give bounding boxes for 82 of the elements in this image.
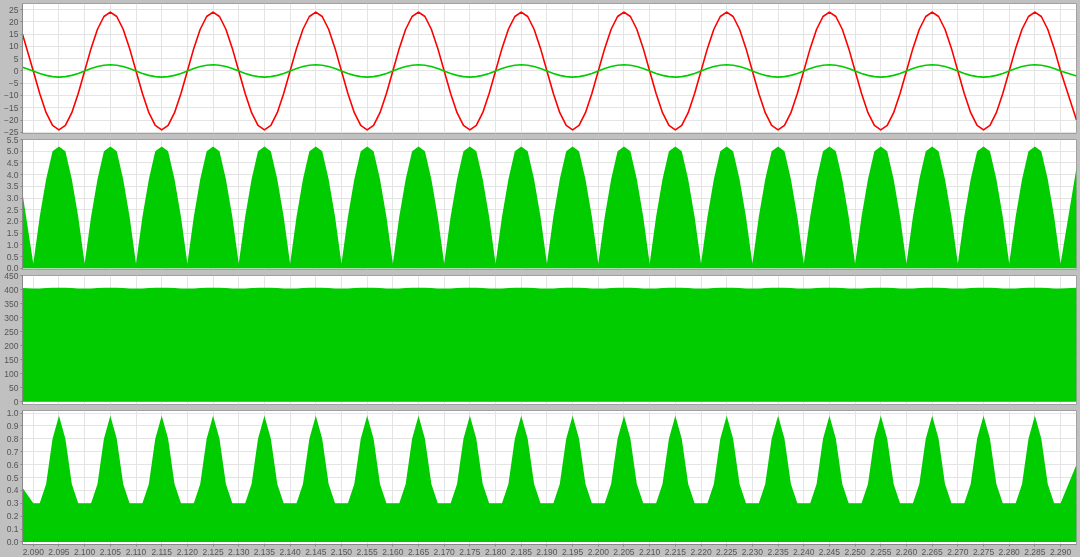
y-tick-label: 0.3 (6, 498, 19, 509)
x-tick-label: 2.125 (202, 546, 224, 557)
x-tick-label: 2.130 (228, 546, 250, 557)
x-tick-label: 2.185 (510, 546, 533, 557)
x-tick-label: 2.205 (613, 546, 635, 557)
y-tick-label: 0.8 (6, 433, 19, 444)
x-tick-label: 2.120 (176, 546, 199, 557)
x-tick-label: 2.110 (125, 546, 147, 557)
y-tick-label: 200 (4, 340, 19, 351)
x-tick-label: 2.255 (870, 546, 892, 557)
y-tick-label: 20 (9, 16, 19, 27)
y-tick-label: 400 (4, 284, 19, 295)
y-tick-label: 250 (4, 326, 19, 337)
y-tick-label: 0.9 (6, 420, 19, 431)
x-tick-label: 2.220 (690, 546, 712, 557)
x-tick-label: 2.285 (1024, 546, 1046, 557)
y-tick-label: 0.2 (6, 511, 19, 522)
y-tick-label: 1.0 (6, 408, 19, 419)
x-tick-label: 2.270 (947, 546, 969, 557)
x-tick-label: 2.145 (305, 546, 327, 557)
y-tick-label: 5 (13, 53, 19, 64)
line-series (22, 64, 1077, 78)
x-tick-label: 2.175 (459, 546, 481, 557)
x-tick-label: 2.210 (639, 546, 661, 557)
y-tick-label: 0.4 (6, 485, 19, 496)
y-tick-label: 5.0 (6, 146, 19, 157)
y-tick-label: 0.5 (6, 472, 19, 483)
x-tick-label: 2.165 (407, 546, 430, 557)
y-tick-label: 50 (9, 382, 19, 393)
x-tick-label: 2.140 (279, 546, 302, 557)
y-tick-label: 15 (9, 29, 19, 40)
y-tick-label: −15 (4, 102, 19, 113)
x-tick-label: 2.150 (330, 546, 353, 557)
x-tick-label: 2.190 (536, 546, 558, 557)
y-tick-label: 10 (9, 41, 19, 52)
y-tick-label: 150 (4, 354, 19, 365)
y-tick-label: 0.7 (6, 446, 19, 457)
x-tick-label: 2.100 (74, 546, 96, 557)
y-tick-label: 0.6 (6, 459, 19, 470)
y-tick-label: 1.0 (6, 239, 19, 250)
y-tick-label: 1.5 (6, 228, 19, 239)
y-tick-label: −5 (8, 78, 19, 89)
x-tick-label: 2.260 (895, 546, 918, 557)
x-tick-label: 2.090 (22, 546, 45, 557)
x-tick-label: 2.245 (818, 546, 841, 557)
x-tick-label: 2.095 (48, 546, 70, 557)
x-tick-label: 2.240 (793, 546, 815, 557)
y-tick-label: −10 (4, 90, 19, 101)
y-tick-label: 25 (9, 4, 19, 15)
y-tick-label: 0 (13, 396, 19, 407)
x-tick-label: 2.275 (972, 546, 995, 557)
y-tick-label: 0 (13, 65, 19, 76)
x-tick-label: 2.215 (664, 546, 687, 557)
x-tick-label: 2.195 (561, 546, 584, 557)
y-tick-label: 0.1 (6, 524, 19, 535)
y-tick-label: −20 (4, 115, 19, 126)
y-tick-label: 300 (4, 312, 19, 323)
y-tick-label: 2.0 (6, 216, 19, 227)
y-tick-label: 0.5 (6, 251, 19, 262)
y-tick-label: 3.5 (6, 181, 19, 192)
x-tick-label: 2.235 (767, 546, 789, 557)
x-tick-label: 2.290 (1049, 546, 1072, 557)
x-tick-label: 2.115 (151, 546, 173, 557)
x-tick-label: 2.225 (716, 546, 738, 557)
x-tick-label: 2.280 (998, 546, 1021, 557)
x-tick-label: 2.155 (356, 546, 379, 557)
y-tick-label: 2.5 (6, 204, 19, 215)
x-tick-label: 2.230 (741, 546, 764, 557)
y-tick-label: 4.5 (6, 157, 19, 168)
x-tick-label: 2.250 (844, 546, 867, 557)
x-tick-label: 2.200 (587, 546, 610, 557)
y-tick-label: 3.0 (6, 193, 19, 204)
x-tick-label: 2.135 (253, 546, 276, 557)
x-tick-label: 2.160 (382, 546, 404, 557)
x-tick-label: 2.180 (484, 546, 507, 557)
x-tick-label: 2.265 (921, 546, 944, 557)
y-tick-label: 0.0 (6, 536, 19, 547)
y-tick-label: 4.0 (6, 169, 19, 180)
x-tick-label: 2.170 (433, 546, 456, 557)
y-tick-label: 350 (4, 298, 19, 309)
y-tick-label: 100 (4, 368, 19, 379)
x-tick-label: 2.105 (99, 546, 122, 557)
